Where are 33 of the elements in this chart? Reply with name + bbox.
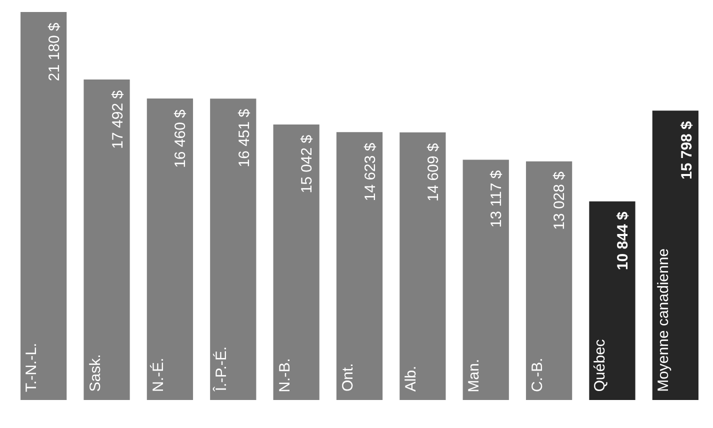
bar <box>652 110 698 400</box>
bar <box>210 98 256 400</box>
bar <box>146 98 194 400</box>
data-label: 10 844 $ <box>614 211 632 270</box>
data-label: 13 117 $ <box>488 170 506 228</box>
x-tick-label: N.-É. <box>148 358 167 392</box>
data-label: 16 451 $ <box>236 108 254 168</box>
data-label: 16 460 $ <box>172 108 189 168</box>
x-tick-label: Ont. <box>340 363 356 392</box>
bar <box>273 124 320 400</box>
x-tick-label: Î.-P.-É. <box>212 346 230 392</box>
x-tick-label: Moyenne canadienne <box>654 248 672 392</box>
data-label: 13 028 $ <box>551 170 568 230</box>
bar <box>84 80 130 400</box>
data-label: 17 492 $ <box>110 90 127 149</box>
x-tick-label: Alb. <box>402 366 420 392</box>
bar <box>589 201 636 400</box>
data-label: 21 180 $ <box>46 22 64 82</box>
x-tick-label: N.-B. <box>276 358 294 392</box>
bar <box>336 132 383 400</box>
x-tick-label: C.-B. <box>529 358 546 392</box>
bar <box>20 12 67 400</box>
x-tick-label: Man. <box>465 359 482 392</box>
bar <box>462 160 509 400</box>
x-tick-label: Québec <box>592 338 609 392</box>
bar <box>526 161 572 400</box>
data-label: 15 042 $ <box>298 134 316 194</box>
data-label: 15 798 $ <box>678 120 696 180</box>
data-label: 14 609 $ <box>424 142 442 202</box>
data-label: 14 623 $ <box>362 142 379 202</box>
x-tick-label: Sask. <box>86 354 104 392</box>
x-tick-label: T.-N.-L. <box>23 342 40 392</box>
bar <box>400 132 446 400</box>
